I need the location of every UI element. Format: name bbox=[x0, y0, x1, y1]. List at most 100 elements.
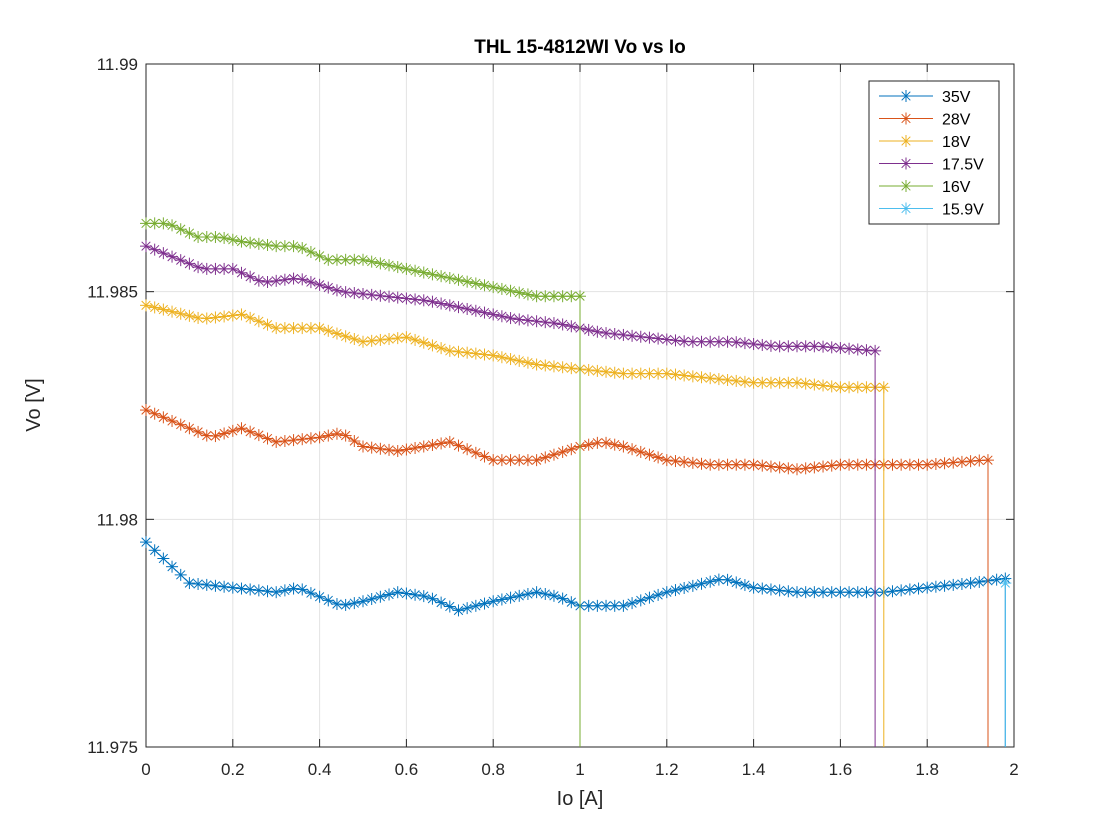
data-point bbox=[140, 536, 152, 549]
x-tick-label: 2 bbox=[1009, 760, 1018, 779]
legend-item: 35V bbox=[879, 89, 971, 106]
data-point bbox=[452, 345, 465, 358]
data-point bbox=[435, 596, 448, 609]
data-point bbox=[738, 579, 751, 592]
data-point bbox=[712, 373, 725, 386]
data-point bbox=[843, 381, 856, 394]
data-point bbox=[426, 295, 439, 308]
legend-item: 15.9V bbox=[879, 202, 984, 219]
data-point bbox=[686, 370, 699, 383]
data-point bbox=[756, 459, 769, 472]
data-point bbox=[218, 231, 231, 244]
data-point bbox=[990, 573, 1003, 586]
data-point bbox=[695, 457, 708, 470]
data-point bbox=[773, 461, 786, 474]
data-point bbox=[348, 333, 361, 346]
data-point bbox=[825, 380, 838, 393]
data-point bbox=[782, 462, 795, 475]
data-point bbox=[278, 435, 291, 448]
x-tick-label: 1.8 bbox=[915, 760, 939, 779]
data-point bbox=[817, 340, 830, 353]
data-point bbox=[929, 580, 942, 593]
data-point bbox=[834, 586, 847, 599]
data-point bbox=[400, 443, 413, 456]
data-point bbox=[539, 588, 552, 601]
data-point bbox=[764, 460, 777, 473]
data-point bbox=[296, 273, 309, 286]
data-point bbox=[721, 573, 734, 586]
data-point bbox=[140, 404, 152, 417]
data-point bbox=[209, 311, 222, 324]
data-point bbox=[148, 217, 161, 230]
data-point bbox=[591, 364, 604, 377]
data-point bbox=[947, 578, 960, 591]
data-point bbox=[304, 276, 317, 289]
data-point bbox=[174, 568, 187, 581]
data-point bbox=[226, 581, 239, 594]
data-point bbox=[513, 354, 526, 367]
data-point bbox=[738, 337, 751, 350]
data-point bbox=[374, 590, 387, 603]
data-point bbox=[409, 293, 422, 306]
data-point bbox=[521, 288, 534, 301]
data-point bbox=[999, 577, 1012, 590]
data-point bbox=[148, 301, 161, 314]
data-point bbox=[825, 341, 838, 354]
data-point bbox=[391, 261, 404, 274]
data-point bbox=[400, 331, 413, 344]
data-point bbox=[452, 301, 465, 314]
data-point bbox=[478, 450, 491, 463]
data-point bbox=[339, 598, 352, 611]
data-point bbox=[417, 294, 430, 307]
data-point bbox=[469, 277, 482, 290]
data-point bbox=[547, 317, 560, 330]
data-point bbox=[383, 333, 396, 346]
data-point bbox=[313, 322, 326, 335]
data-point bbox=[860, 344, 873, 357]
series-15.9V bbox=[999, 577, 1012, 747]
data-point bbox=[435, 297, 448, 310]
data-point bbox=[513, 589, 526, 602]
data-point bbox=[357, 595, 369, 608]
data-point bbox=[339, 330, 352, 343]
data-point bbox=[322, 429, 335, 442]
data-point bbox=[330, 284, 343, 297]
data-point bbox=[313, 431, 326, 444]
data-point bbox=[200, 578, 213, 591]
data-point bbox=[383, 290, 396, 303]
data-point bbox=[817, 379, 830, 392]
data-point bbox=[469, 304, 482, 317]
data-point bbox=[174, 223, 187, 236]
data-point bbox=[513, 286, 526, 299]
data-point bbox=[730, 336, 743, 349]
data-point bbox=[660, 454, 673, 467]
data-point bbox=[330, 427, 343, 440]
data-point bbox=[357, 440, 369, 453]
data-point bbox=[192, 425, 205, 438]
data-point bbox=[600, 436, 613, 449]
data-point bbox=[235, 308, 248, 321]
data-point bbox=[391, 332, 404, 345]
data-point bbox=[591, 599, 604, 612]
data-point bbox=[730, 458, 743, 471]
data-point bbox=[148, 407, 161, 420]
data-point bbox=[417, 440, 430, 453]
data-point bbox=[877, 381, 890, 394]
data-point bbox=[313, 249, 326, 262]
legend-marker bbox=[900, 202, 912, 215]
data-point bbox=[391, 291, 404, 304]
data-point bbox=[174, 254, 187, 267]
data-point bbox=[400, 587, 413, 600]
data-point bbox=[678, 369, 691, 382]
data-point bbox=[348, 287, 361, 300]
data-point bbox=[773, 340, 786, 353]
data-point bbox=[348, 435, 361, 448]
data-point bbox=[955, 455, 968, 468]
x-axis-label: Io [A] bbox=[557, 788, 604, 810]
data-point bbox=[843, 342, 856, 355]
data-point bbox=[530, 315, 543, 328]
data-point bbox=[339, 286, 352, 299]
data-point bbox=[148, 544, 161, 557]
series-layer bbox=[140, 217, 1012, 747]
y-tick-label: 11.985 bbox=[87, 283, 138, 302]
